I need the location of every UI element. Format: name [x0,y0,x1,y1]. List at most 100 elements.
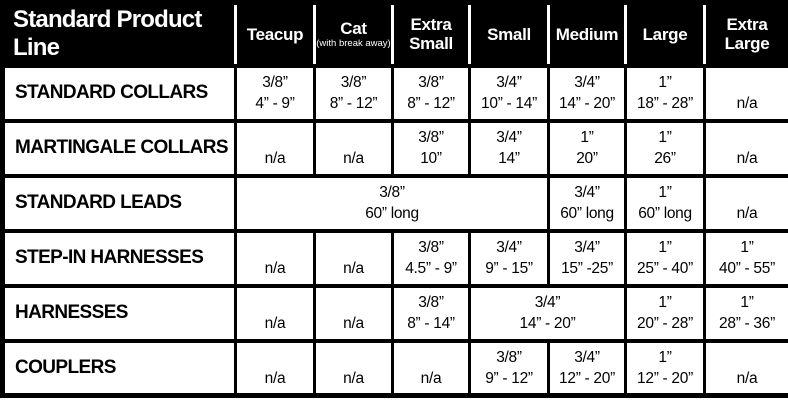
size-width: 1” [658,239,672,256]
column-header-label: Small [487,24,531,44]
size-width [316,292,391,313]
size-range: 28” - 36” [719,315,775,332]
size-width [706,127,788,148]
size-range: n/a [264,315,286,332]
table-row: STANDARD COLLARS 3/8” 4” - 9” 3/8” 8” - 12” 3… [1,63,788,123]
column-header-label: Large [642,24,688,44]
size-cell: 1” 28” - 36” [703,283,788,343]
size-range: 60” long [638,205,692,222]
size-width: 1” [658,129,672,146]
row-label: STANDARD COLLARS [1,63,237,123]
column-header-teacup: Teacup [234,2,316,68]
size-width: 3/4” [574,184,600,201]
size-width: 3/4” [574,348,600,366]
size-cell: 1” 40” - 55” [703,228,788,288]
size-cell: 3/4” 14” [468,118,550,178]
table-row: COUPLERS n/a n/a n/a 3/8” 9” - 12” 3/4” 12” - 2… [1,338,788,398]
size-range: 60” long [560,205,614,222]
size-width: 1” [658,74,672,91]
size-cell: 3/8” 60” long [234,173,550,233]
size-range: n/a [736,150,758,167]
size-cell: 1” 25” - 40” [624,228,706,288]
size-range: n/a [420,369,442,387]
size-range: n/a [264,260,286,277]
size-width: 3/4” [496,239,522,256]
size-width: 3/4” [534,294,561,311]
size-cell: 3/8” 4.5” - 9” [391,228,471,288]
size-range: 15” -25” [561,260,613,277]
na-cell: n/a [234,228,316,288]
size-width [316,127,391,148]
size-range: 60” long [365,205,419,222]
size-cell: 3/4” 60” long [547,173,627,233]
size-cell: 3/4” 15” -25” [547,228,627,288]
size-range: 18” - 28” [637,95,693,112]
size-range: n/a [343,315,364,332]
table-row: HARNESSES n/a n/a 3/8” 8” - 14” 3/4” 14” - 20”… [1,283,788,343]
column-header-label: Teacup [246,24,304,44]
size-range: n/a [343,150,364,167]
size-width: 1” [580,129,594,146]
size-width: 1” [658,294,672,311]
size-range: n/a [736,205,758,222]
size-range: n/a [736,95,758,112]
size-range: 14” - 20” [519,315,576,332]
size-cell: 1” 20” [547,118,627,178]
size-cell: 3/8” 8” - 12” [391,63,471,123]
size-cell: 3/8” 8” - 14” [391,283,471,343]
row-label: STANDARD LEADS [1,173,237,233]
column-header-cat: Cat (with break away) [313,2,394,68]
size-cell: 3/4” 14” - 20” [468,283,627,343]
column-header-label: Extra Small [409,15,453,54]
size-range: 10” - 14” [481,95,537,112]
size-width [316,347,391,368]
size-width: 3/8” [418,129,444,146]
size-width: 3/4” [574,239,600,256]
size-range: 12” - 20” [559,369,615,387]
size-width: 1” [740,239,754,256]
size-width [237,127,313,148]
column-header-subtext: (with break away) [316,38,391,50]
size-range: 26” [654,150,676,167]
na-cell: n/a [313,338,394,398]
na-cell: n/a [703,338,788,398]
size-range: 8” - 14” [407,315,455,332]
table-body: STANDARD COLLARS 3/8” 4” - 9” 3/8” 8” - 12” 3… [1,63,788,398]
na-cell: n/a [313,228,394,288]
na-cell: n/a [703,63,788,123]
size-width: 3/8” [418,239,444,256]
size-range: 4” - 9” [255,95,295,112]
size-cell: 3/4” 9” - 15” [468,228,550,288]
na-cell: n/a [313,118,394,178]
size-width: 3/4” [496,129,522,146]
na-cell: n/a [234,338,316,398]
size-cell: 3/8” 9” - 12” [468,338,550,398]
size-width [394,347,468,368]
size-range: 9” - 15” [485,260,533,277]
size-width: 3/8” [340,74,367,91]
size-range: 40” - 55” [719,260,775,277]
size-cell: 1” 20” - 28” [624,283,706,343]
size-cell: 1” 60” long [624,173,706,233]
na-cell: n/a [703,173,788,233]
size-range: 4.5” - 9” [405,260,457,277]
column-header-extra-large: Extra Large [703,2,788,68]
size-range: n/a [264,150,286,167]
product-line-table: Standard Product Line Teacup Cat (with bre… [0,0,788,398]
column-header-small: Small [468,2,550,68]
size-width [706,72,788,93]
row-label: HARNESSES [1,283,237,343]
size-range: 8” - 12” [329,95,378,112]
size-width [316,237,391,258]
size-range: n/a [343,369,364,387]
na-cell: n/a [234,283,316,343]
size-range: 14” - 20” [559,95,615,112]
size-width: 3/8” [262,74,288,91]
size-width: 3/4” [574,74,600,91]
size-width: 3/8” [418,294,444,311]
size-width [237,237,313,258]
size-range: 9” - 12” [485,369,533,387]
column-header-medium: Medium [547,2,627,68]
size-range: 25” - 40” [637,260,693,277]
size-cell: 3/8” 10” [391,118,471,178]
